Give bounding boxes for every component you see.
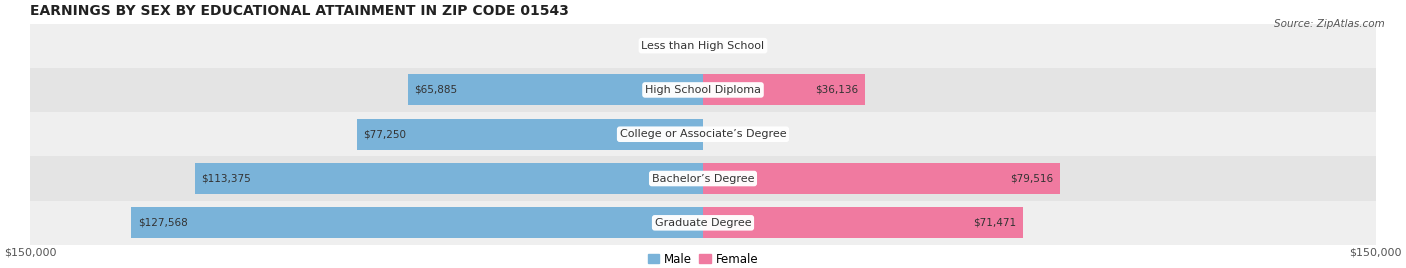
- Bar: [703, 207, 1024, 238]
- Text: $36,136: $36,136: [815, 85, 858, 95]
- Bar: [31, 201, 1375, 245]
- Text: Source: ZipAtlas.com: Source: ZipAtlas.com: [1274, 19, 1385, 29]
- Text: Bachelor’s Degree: Bachelor’s Degree: [652, 174, 754, 184]
- Text: High School Diploma: High School Diploma: [645, 85, 761, 95]
- Bar: [357, 119, 703, 150]
- Text: Less than High School: Less than High School: [641, 41, 765, 51]
- Text: EARNINGS BY SEX BY EDUCATIONAL ATTAINMENT IN ZIP CODE 01543: EARNINGS BY SEX BY EDUCATIONAL ATTAINMEN…: [31, 4, 569, 18]
- Legend: Male, Female: Male, Female: [648, 253, 758, 266]
- Text: $0: $0: [681, 41, 695, 51]
- Text: $79,516: $79,516: [1010, 174, 1053, 184]
- Bar: [408, 75, 703, 105]
- Text: $71,471: $71,471: [973, 218, 1017, 228]
- Text: $65,885: $65,885: [415, 85, 457, 95]
- Text: $77,250: $77,250: [363, 129, 406, 139]
- Bar: [131, 207, 703, 238]
- Bar: [31, 157, 1375, 201]
- Text: $0: $0: [711, 41, 725, 51]
- Text: $127,568: $127,568: [138, 218, 187, 228]
- Bar: [31, 112, 1375, 157]
- Text: Graduate Degree: Graduate Degree: [655, 218, 751, 228]
- Bar: [31, 68, 1375, 112]
- Bar: [703, 75, 865, 105]
- Text: $0: $0: [711, 129, 725, 139]
- Bar: [194, 163, 703, 194]
- Text: College or Associate’s Degree: College or Associate’s Degree: [620, 129, 786, 139]
- Text: $113,375: $113,375: [201, 174, 252, 184]
- Bar: [31, 24, 1375, 68]
- Bar: [703, 163, 1060, 194]
